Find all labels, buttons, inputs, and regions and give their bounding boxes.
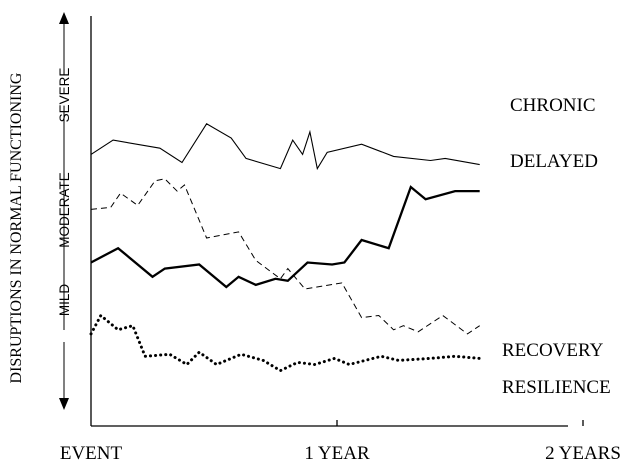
series-label-chronic: CHRONIC — [510, 95, 596, 116]
x-tick-label: 1 YEAR — [304, 443, 370, 464]
series-labels: CHRONIC DELAYED RECOVERY RESILIENCE — [502, 95, 611, 398]
axes — [90, 16, 568, 427]
series-label-recovery: RECOVERY — [502, 340, 604, 361]
x-ticks: EVENT 1 YEAR 2 YEARS — [60, 420, 621, 464]
severity-label-severe: SEVERE — [57, 68, 72, 123]
severity-scale: MILD MODERATE SEVERE — [57, 12, 72, 410]
series-layer — [89, 123, 482, 373]
series-line-resilience — [89, 313, 482, 373]
arrow-down-icon — [59, 398, 69, 410]
series-line-chronic — [90, 123, 480, 171]
y-axis-label: DISRUPTIONS IN NORMAL FUNCTIONING — [8, 72, 25, 383]
severity-label-moderate: MODERATE — [57, 172, 72, 248]
x-tick-label: 2 YEARS — [545, 443, 621, 464]
arrow-up-icon — [59, 12, 69, 24]
series-line-delayed — [90, 185, 480, 289]
x-tick-label: EVENT — [60, 443, 123, 464]
series-label-delayed: DELAYED — [510, 151, 598, 172]
severity-label-mild: MILD — [57, 284, 72, 317]
series-line-recovery — [90, 178, 480, 335]
series-label-resilience: RESILIENCE — [502, 377, 611, 398]
